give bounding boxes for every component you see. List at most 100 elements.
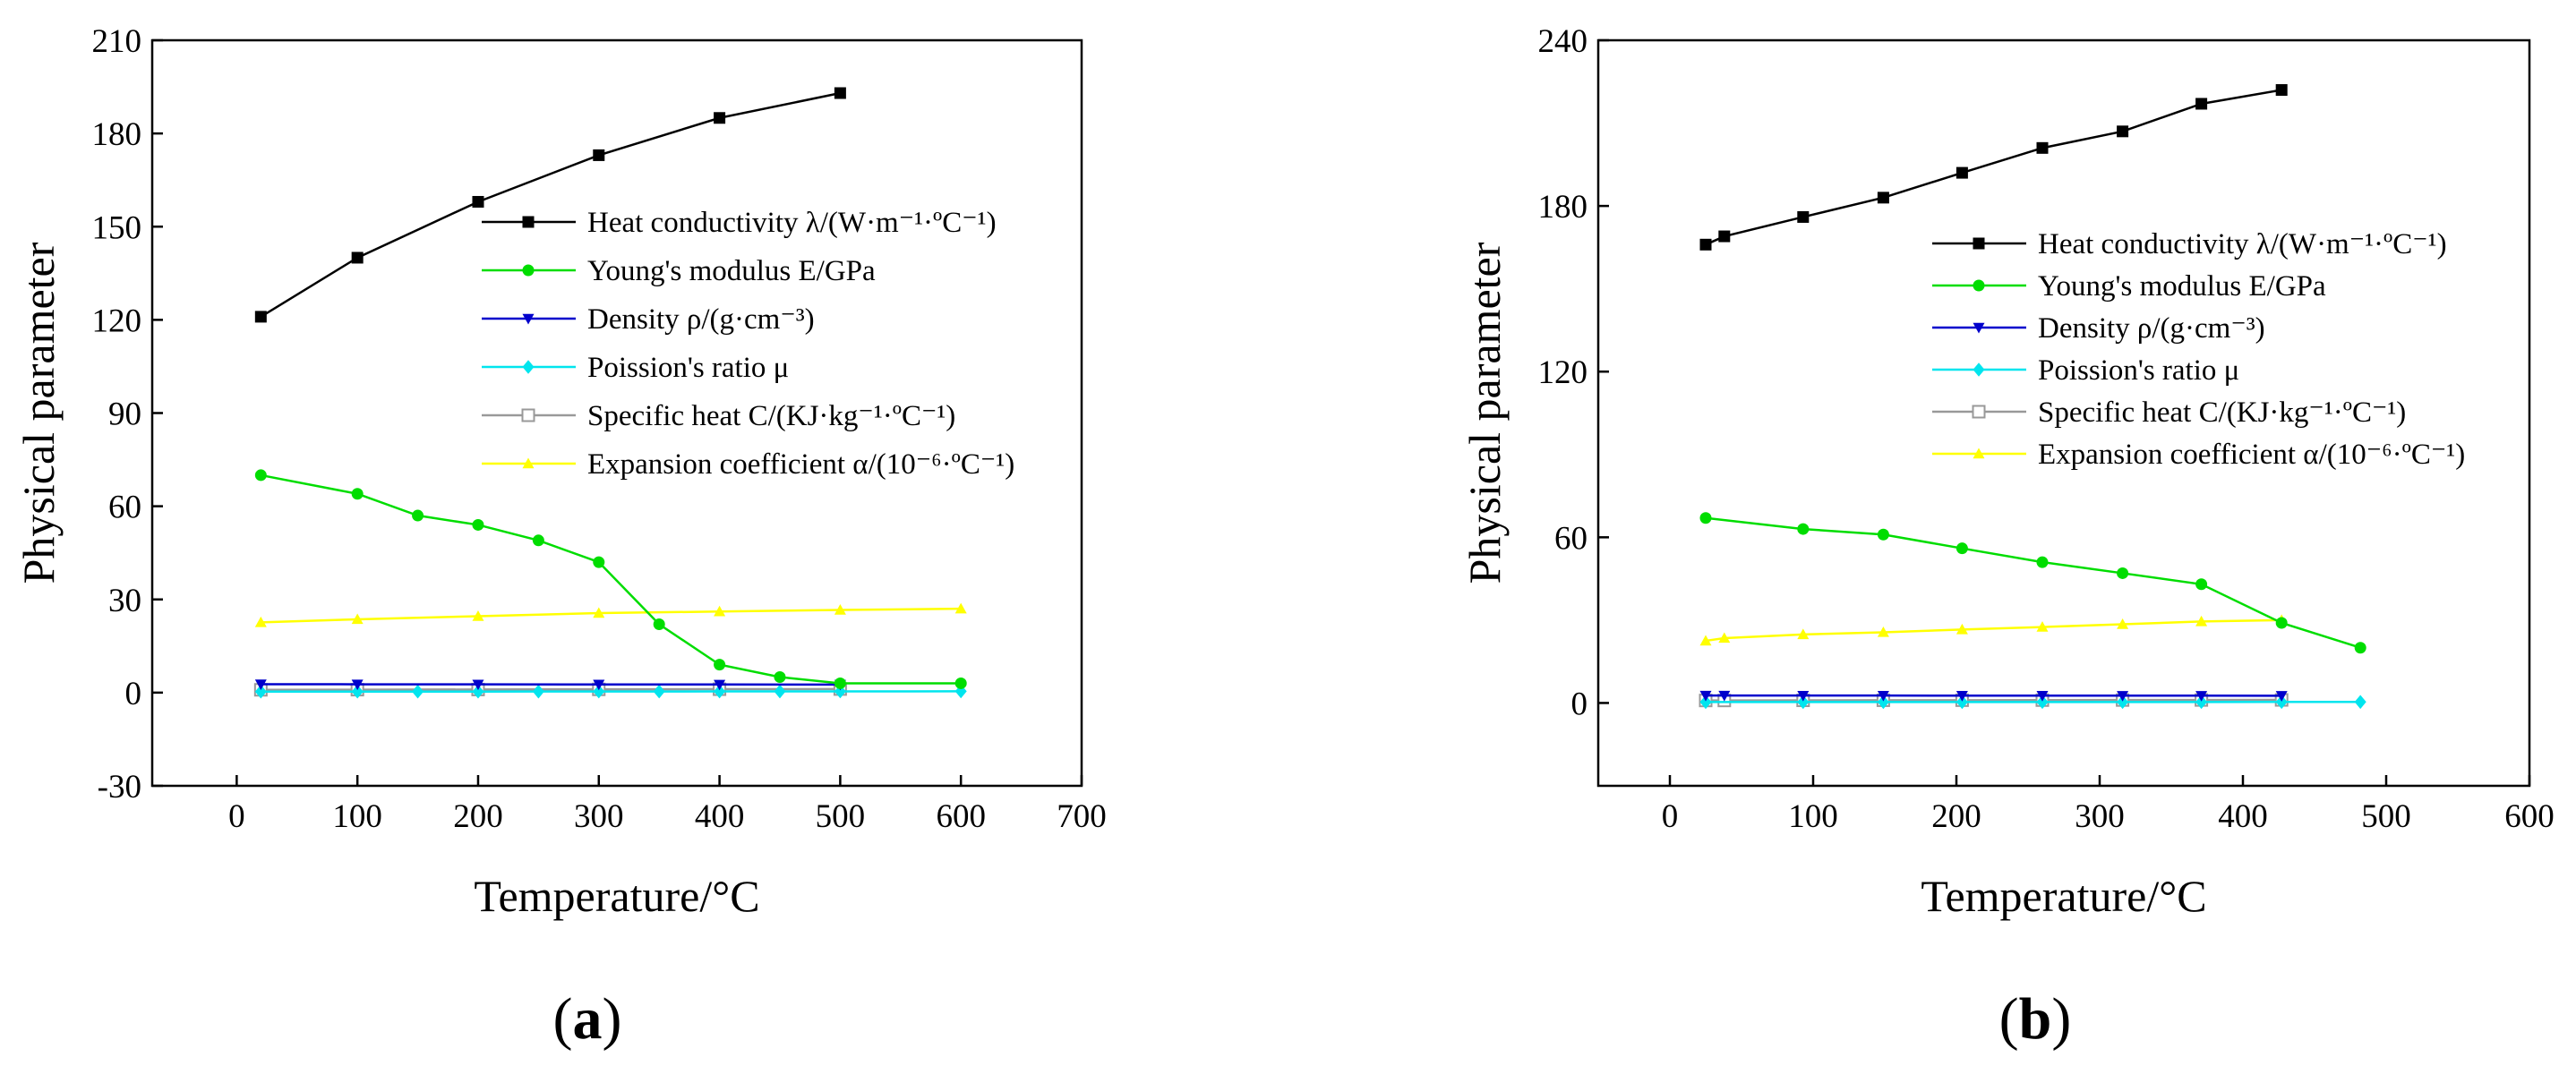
chart-a-data-point — [255, 311, 267, 322]
chart-b-x-tick-label: 500 — [2361, 798, 2411, 835]
chart-b-legend-item: Expansion coefficient α/(10⁻⁶·ºC⁻¹) — [1932, 439, 2465, 471]
chart-a-data-point — [774, 671, 785, 683]
chart-b-legend-label: Specific heat C/(KJ·kg⁻¹·ºC⁻¹) — [2038, 396, 2406, 429]
chart-a-x-tick-label: 200 — [453, 798, 503, 835]
chart-b-data-point — [2355, 642, 2366, 653]
chart-a-data-point — [412, 685, 424, 699]
chart-b-series-heat-conductivity-w-m-c — [1700, 84, 2288, 251]
chart-b-data-point — [1718, 231, 1730, 243]
chart-b-legend-label: Young's modulus E/GPa — [2038, 270, 2326, 303]
chart-a-data-point — [412, 510, 424, 522]
chart-a-data-point — [593, 149, 604, 161]
chart-b-legend-item: Poission's ratio μ — [1932, 354, 2239, 387]
chart-a-data-point — [955, 678, 967, 689]
chart-b-data-point — [2195, 98, 2207, 109]
chart-b-data-point — [2355, 695, 2366, 709]
chart-a-x-tick-label: 0 — [228, 798, 245, 835]
chart-a-series-young-s-modulus-e-gpa — [255, 469, 967, 689]
chart-a-legend-item: Expansion coefficient α/(10⁻⁶·ºC⁻¹) — [482, 448, 1014, 481]
chart-b-legend-item: Specific heat C/(KJ·kg⁻¹·ºC⁻¹) — [1932, 396, 2406, 429]
chart-a-legend-label: Expansion coefficient α/(10⁻⁶·ºC⁻¹) — [587, 448, 1014, 481]
chart-a-y-tick-label: 150 — [92, 209, 142, 246]
chart-b-data-point — [2117, 125, 2128, 137]
chart-b-legend-label: Poission's ratio μ — [2038, 354, 2239, 387]
chart-b-legend-label: Expansion coefficient α/(10⁻⁶·ºC⁻¹) — [2038, 439, 2465, 471]
chart-a-data-point — [834, 678, 846, 689]
chart-a-y-tick-label: 30 — [108, 583, 141, 619]
chart-b-x-tick-label: 200 — [1931, 798, 1981, 835]
chart-b-y-tick-label: 60 — [1554, 520, 1588, 557]
chart-b-legend-marker — [1973, 406, 1985, 418]
chart-a-y-tick-label: 180 — [92, 116, 142, 153]
chart-a-y-tick-label: 60 — [108, 490, 141, 526]
chart-a-legend-label: Heat conductivity λ/(W·m⁻¹·ºC⁻¹) — [587, 207, 997, 239]
chart-b-data-point — [1797, 211, 1809, 223]
chart-a-data-point — [255, 469, 267, 481]
chart-b-data-point — [1956, 542, 1968, 554]
chart-b-data-point — [2276, 617, 2288, 628]
chart-b-series-young-s-modulus-e-gpa — [1700, 512, 2366, 653]
chart-a-data-point — [533, 685, 544, 699]
chart-b-legend-marker — [1973, 362, 1985, 377]
chart-b-legend-label: Density ρ/(g·cm⁻³) — [2038, 312, 2265, 345]
chart-b-legend-marker — [1973, 238, 1985, 250]
chart-a-data-point — [593, 557, 604, 568]
chart-a-y-tick-label: 0 — [125, 676, 142, 712]
chart-a-data-point — [352, 488, 364, 499]
chart-b-x-tick-label: 600 — [2504, 798, 2555, 835]
chart-a-y-tick-label: 210 — [92, 23, 142, 60]
chart-b-data-point — [1878, 192, 1889, 203]
chart-a-x-tick-label: 700 — [1057, 798, 1107, 835]
chart-a-legend-label: Density ρ/(g·cm⁻³) — [587, 303, 815, 336]
chart-b-data-point — [1878, 529, 1889, 541]
chart-b-y-tick-label: 240 — [1538, 23, 1588, 60]
chart-a-legend-label: Poission's ratio μ — [587, 352, 789, 384]
chart-b-data-point — [2037, 142, 2049, 154]
chart-b-data-point — [2117, 567, 2128, 579]
chart-b-data-point — [2276, 84, 2288, 96]
chart-a-panel-label: (a) — [553, 986, 622, 1052]
chart-b-y-tick-label: 0 — [1571, 686, 1588, 722]
chart-a-legend-item: Young's modulus E/GPa — [482, 255, 876, 287]
chart-a-data-point — [834, 88, 846, 99]
chart-b-data-point — [1700, 512, 1712, 524]
chart-a-x-tick-label: 400 — [695, 798, 745, 835]
chart-b-y-tick-label: 180 — [1538, 189, 1588, 226]
chart-a-legend-marker — [523, 265, 535, 277]
chart-b-y-axis-title: Physical parameter — [1459, 242, 1510, 584]
chart-a-data-point — [654, 685, 665, 699]
chart-a-y-axis-title: Physical parameter — [13, 242, 64, 584]
chart-b-x-tick-label: 400 — [2218, 798, 2268, 835]
chart-a-series-line — [261, 689, 840, 690]
chart-a-legend-item: Specific heat C/(KJ·kg⁻¹·ºC⁻¹) — [482, 400, 955, 432]
chart-b-y-tick-label: 120 — [1538, 354, 1588, 391]
chart-a-legend-label: Young's modulus E/GPa — [587, 255, 876, 287]
chart-a-x-axis-title: Temperature/°C — [474, 871, 759, 921]
chart-b-legend: Heat conductivity λ/(W·m⁻¹·ºC⁻¹) Young's … — [1932, 228, 2465, 471]
chart-a-y-tick-label: -30 — [98, 769, 141, 806]
chart-b-panel-label: (b) — [1999, 986, 2072, 1052]
chart-b-x-axis-title: Temperature/°C — [1921, 871, 2206, 921]
chart-a-data-point — [533, 534, 544, 546]
chart-a-x-tick-label: 600 — [936, 798, 986, 835]
chart-a-legend-label: Specific heat C/(KJ·kg⁻¹·ºC⁻¹) — [587, 400, 955, 432]
chart-b-legend-item: Young's modulus E/GPa — [1932, 270, 2326, 303]
chart-a-data-point — [472, 519, 484, 531]
chart-a-data-point — [714, 659, 725, 670]
chart-a-data-point — [714, 112, 725, 124]
chart-b-panel-letter: b — [2019, 986, 2052, 1052]
chart-b-data-point — [1956, 167, 1968, 179]
chart-a-legend-item: Heat conductivity λ/(W·m⁻¹·ºC⁻¹) — [482, 207, 997, 239]
chart-b-legend-marker — [1973, 280, 1985, 292]
chart-b-legend-item: Heat conductivity λ/(W·m⁻¹·ºC⁻¹) — [1932, 228, 2447, 260]
chart-a-x-tick-label: 500 — [816, 798, 866, 835]
chart-b-data-point — [2037, 557, 2049, 568]
chart-b-data-point — [1797, 524, 1809, 535]
chart-a-y-tick-label: 90 — [108, 396, 141, 433]
chart-b-x-tick-label: 300 — [2075, 798, 2125, 835]
chart-a-legend-marker — [523, 217, 535, 228]
chart-a-data-point — [352, 251, 364, 263]
